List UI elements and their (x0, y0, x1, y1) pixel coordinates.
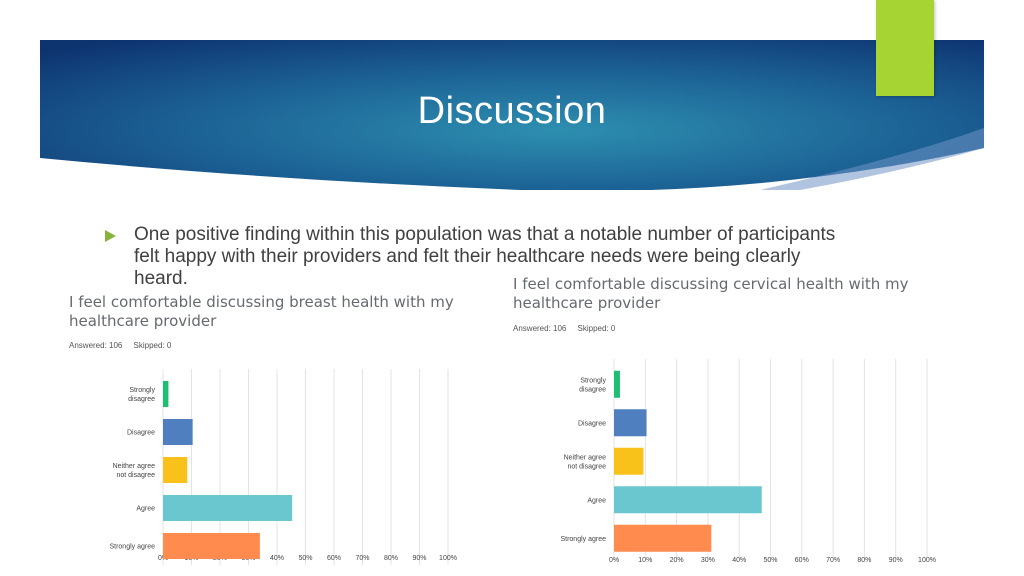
x-tick-label: 20% (670, 557, 684, 564)
x-tick-label: 60% (327, 555, 341, 562)
accent-tab (876, 0, 934, 96)
x-tick-label: 90% (412, 555, 426, 562)
bar-plot: 0% 10% 20% 30% 40% 50% 60% 70% 80% 90% 100% Strongl… (560, 359, 936, 564)
answered-count: Answered: 106 (69, 341, 123, 350)
bar (163, 457, 188, 483)
bar (614, 486, 762, 514)
x-tick-label: 100% (439, 555, 457, 562)
bar (163, 381, 169, 407)
x-tick-label: 50% (298, 555, 312, 562)
x-tick-label: 70% (826, 557, 840, 564)
x-tick-label: 40% (270, 555, 284, 562)
bullet-arrow-icon (105, 230, 116, 242)
bar (614, 447, 644, 475)
slide-title: Discussion (417, 90, 607, 132)
category-label: Neither agree not disagree (113, 463, 156, 479)
title-banner (40, 40, 984, 190)
x-tick-label: 80% (384, 555, 398, 562)
banner-background (40, 40, 984, 190)
bar (614, 409, 647, 437)
chart-title: I feel comfortable discussing breast hea… (69, 293, 454, 330)
bar (163, 533, 260, 559)
response-counts: Answered: 106 Skipped: 0 (69, 341, 171, 350)
category-label: Agree (136, 506, 155, 513)
category-label: Strongly agree (560, 536, 606, 543)
x-tick-label: 30% (701, 557, 715, 564)
category-label: Neither agree not disagree (564, 454, 607, 470)
response-counts: Answered: 106 Skipped: 0 (513, 324, 615, 333)
category-label: Disagree (578, 420, 606, 427)
x-tick-label: 60% (795, 557, 809, 564)
x-tick-label: 90% (889, 557, 903, 564)
answered-count: Answered: 106 (513, 324, 567, 333)
x-tick-label: 100% (918, 557, 936, 564)
category-label: Strongly agree (109, 544, 155, 551)
category-label: Strongly disagree (579, 377, 606, 393)
bar-plot: 0%10%20%30%40%50%60%70%80%90%100%Strongl… (109, 369, 457, 565)
chart-title: I feel comfortable discussing cervical h… (513, 275, 909, 312)
breast-health-chart: I feel comfortable discussing breast hea… (69, 293, 509, 568)
bullet-text: One positive finding within this populat… (134, 224, 836, 289)
x-tick-label: 0% (609, 557, 619, 564)
bar (614, 370, 620, 398)
category-label: Disagree (127, 430, 155, 437)
bar (614, 524, 712, 552)
category-label: Agree (587, 497, 606, 504)
x-tick-label: 80% (857, 557, 871, 564)
x-tick-label: 70% (355, 555, 369, 562)
skipped-count: Skipped: 0 (577, 324, 616, 333)
bar (163, 419, 193, 445)
skipped-count: Skipped: 0 (133, 341, 172, 350)
x-tick-label: 40% (732, 557, 746, 564)
x-tick-label: 50% (763, 557, 777, 564)
bar (163, 495, 293, 521)
category-label: Strongly disagree (128, 387, 155, 403)
x-tick-label: 10% (638, 557, 652, 564)
cervical-health-chart: I feel comfortable discussing cervical h… (513, 275, 993, 570)
